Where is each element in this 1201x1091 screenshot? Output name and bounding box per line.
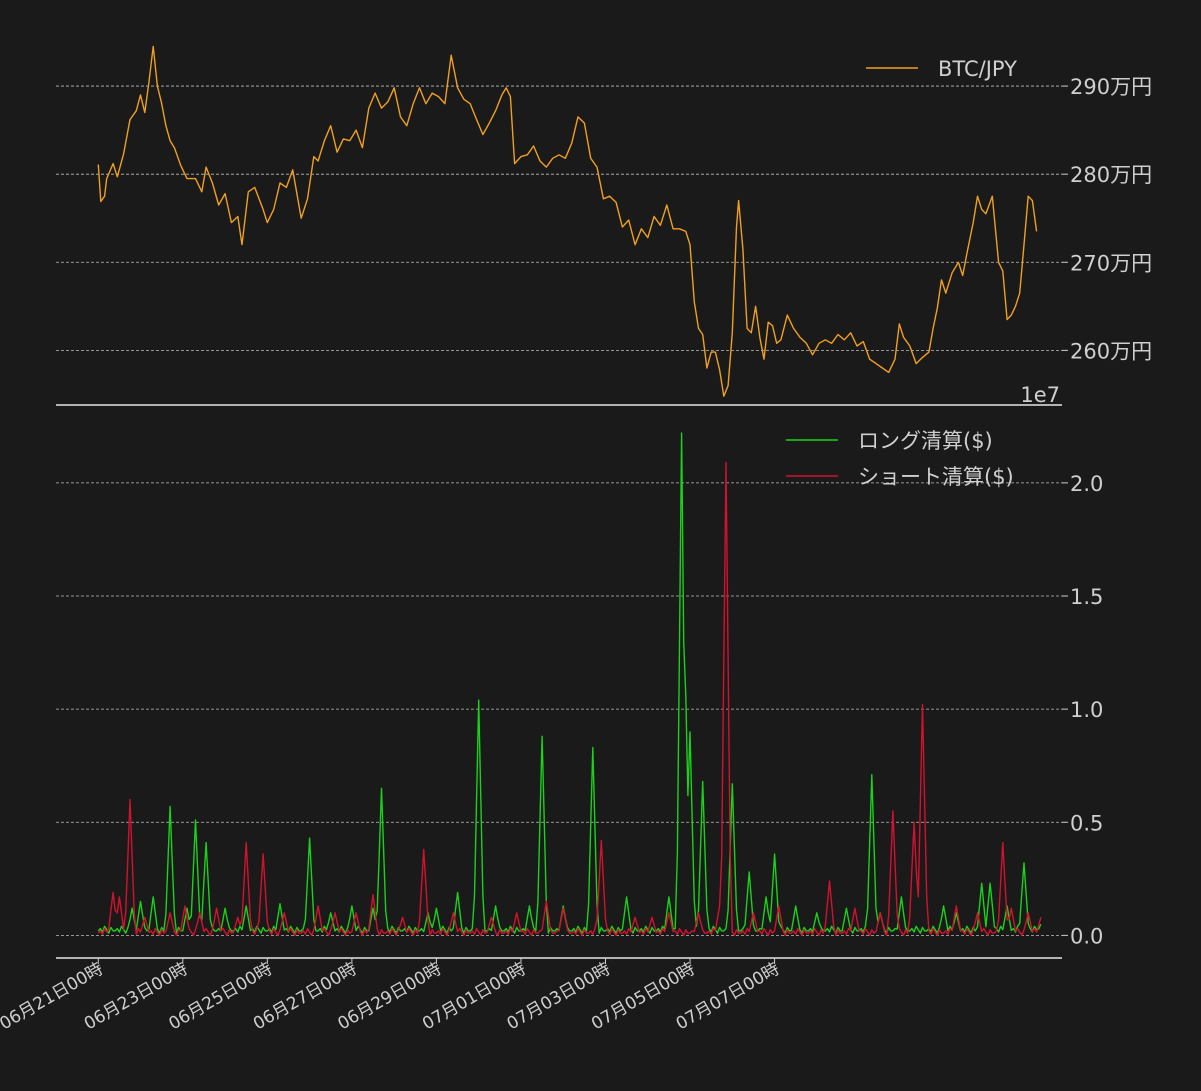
- liquidation-gridlines: [56, 482, 1062, 936]
- liquidation-series: [97, 432, 1042, 937]
- price-offset-label: 1e7: [1020, 383, 1060, 407]
- legend-label-1: ショート清算($): [858, 465, 1014, 489]
- series-line-1: [97, 461, 1042, 937]
- price-series: [97, 45, 1038, 397]
- price-panel: 260万円 270万円 280万円 290万円 1e7 BTC/JPY: [56, 45, 1152, 407]
- y-tick-label: 0.0: [1070, 924, 1103, 948]
- y-tick-label: 0.5: [1070, 811, 1103, 835]
- series-line-0: [97, 45, 1038, 397]
- price-y-ticks: 260万円 270万円 280万円 290万円: [1062, 75, 1152, 363]
- liquidation-panel: 0.0 0.5 1.0 1.5 2.0 ロング清算($) ショート清算($): [56, 429, 1103, 959]
- y-tick-label: 270万円: [1070, 251, 1152, 275]
- y-tick-label: 290万円: [1070, 75, 1152, 99]
- y-tick-label: 260万円: [1070, 339, 1152, 363]
- y-tick-label: 1.5: [1070, 585, 1103, 609]
- legend-label-0: BTC/JPY: [938, 57, 1017, 81]
- y-tick-label: 280万円: [1070, 163, 1152, 187]
- price-gridlines: [56, 85, 1062, 351]
- liquidation-y-ticks: 0.0 0.5 1.0 1.5 2.0: [1062, 472, 1103, 948]
- liquidation-legend: ロング清算($) ショート清算($): [786, 429, 1014, 489]
- y-tick-label: 1.0: [1070, 698, 1103, 722]
- price-legend: BTC/JPY: [866, 57, 1017, 81]
- y-tick-label: 2.0: [1070, 472, 1103, 496]
- legend-label-0: ロング清算($): [858, 429, 993, 453]
